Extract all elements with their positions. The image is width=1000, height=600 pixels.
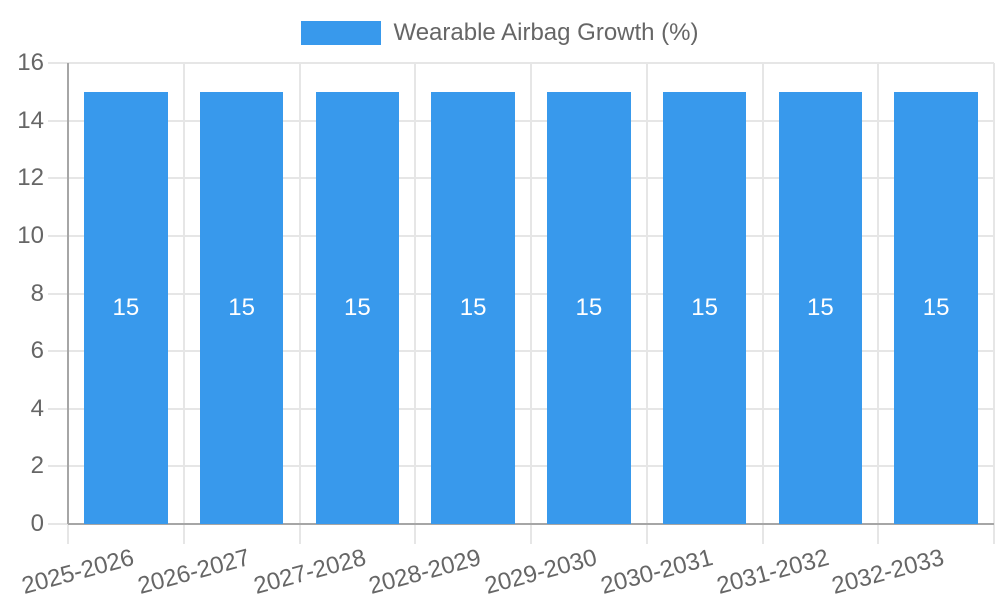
bar: 15 [431, 91, 515, 524]
bar: 15 [199, 91, 284, 524]
y-axis-tick [48, 523, 68, 525]
chart-legend: Wearable Airbag Growth (%) [0, 19, 1000, 47]
bar: 15 [547, 91, 631, 524]
v-gridline [993, 63, 995, 524]
bar: 15 [315, 91, 400, 524]
y-tick-label: 12 [17, 164, 44, 192]
x-tick-label: 2029-2030 [482, 544, 600, 600]
y-axis-tick [48, 62, 68, 64]
x-tick-label: 2026-2027 [134, 544, 253, 600]
x-tick-label: 2030-2031 [597, 544, 716, 600]
bar-value-label: 15 [575, 293, 603, 321]
y-axis-line [67, 63, 69, 524]
bar: 15 [778, 91, 863, 524]
v-gridline [761, 63, 764, 524]
bar: 15 [894, 91, 978, 524]
v-gridline [182, 63, 185, 524]
bar-value-label: 15 [459, 293, 487, 321]
bar-value-label: 15 [112, 293, 140, 321]
x-axis-tick [877, 524, 880, 544]
x-axis-tick [761, 524, 764, 544]
legend-label: Wearable Airbag Growth (%) [393, 19, 699, 46]
x-axis-tick [530, 524, 532, 544]
v-gridline [877, 63, 880, 524]
y-tick-label: 2 [30, 452, 44, 480]
bar-value-label: 15 [691, 293, 718, 321]
bar: 15 [84, 91, 168, 524]
bar-value-label: 15 [344, 293, 371, 321]
x-tick-label: 2025-2026 [19, 544, 137, 600]
x-axis-tick [993, 524, 995, 544]
x-axis-tick [298, 524, 301, 544]
y-tick-label: 16 [17, 49, 44, 76]
bar-value-label: 15 [807, 293, 834, 321]
bar: 15 [662, 91, 747, 524]
x-tick-label: 2031-2032 [713, 544, 832, 600]
y-tick-label: 0 [30, 510, 44, 537]
x-axis-tick [67, 524, 69, 544]
y-axis-tick [48, 465, 68, 468]
x-tick-label: 2028-2029 [366, 544, 485, 600]
x-tick-label: 2032-2033 [829, 544, 948, 600]
y-axis-tick [48, 292, 68, 295]
v-gridline [645, 63, 648, 524]
x-axis-tick [645, 524, 648, 544]
v-gridline [414, 63, 417, 524]
y-tick-label: 4 [30, 394, 44, 422]
y-axis-tick [48, 350, 68, 353]
y-tick-label: 14 [17, 106, 44, 134]
x-axis-tick [182, 524, 185, 544]
y-tick-label: 8 [30, 279, 44, 307]
x-tick-label: 2027-2028 [250, 544, 369, 600]
bar-value-label: 15 [922, 293, 950, 321]
y-axis-tick [48, 234, 68, 237]
legend-item[interactable]: Wearable Airbag Growth (%) [301, 19, 699, 47]
bar-value-label: 15 [228, 293, 255, 321]
v-gridline [530, 63, 532, 524]
x-axis-tick [414, 524, 417, 544]
y-tick-label: 10 [17, 221, 44, 249]
legend-swatch [301, 21, 382, 45]
y-tick-label: 6 [30, 337, 44, 365]
y-axis-tick [48, 177, 68, 180]
x-axis-line [68, 523, 994, 525]
y-axis-tick [48, 119, 68, 122]
y-axis-tick [48, 407, 68, 410]
v-gridline [298, 63, 301, 524]
